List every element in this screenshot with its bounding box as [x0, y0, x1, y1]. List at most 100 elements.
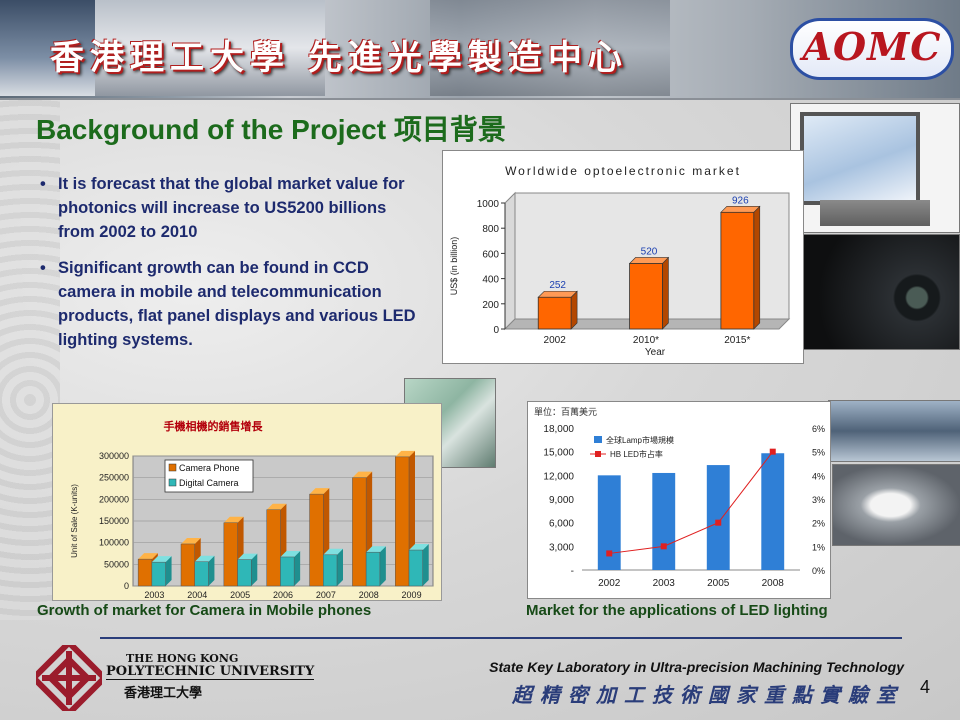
y-tick-label: 200000: [99, 494, 129, 504]
y-right-tick-label: 2%: [812, 519, 825, 529]
bar-side: [753, 205, 761, 330]
bar-top: [395, 450, 415, 457]
bar-top: [352, 471, 373, 478]
bar: [597, 475, 621, 570]
bar-top: [366, 546, 386, 553]
bar-top: [720, 206, 761, 213]
share-point: [660, 543, 667, 550]
share-point: [606, 550, 613, 557]
optoelectronic-market-chart: Worldwide optoelectronic market 0 200 400 60…: [442, 150, 804, 364]
y-tick-label: 200: [482, 300, 499, 311]
chart-title: Worldwide optoelectronic market: [505, 164, 741, 178]
bullet-list: • It is forecast that the global market …: [40, 172, 420, 364]
y-right-tick-label: 3%: [812, 495, 825, 505]
x-tick-label: 2010*: [633, 335, 659, 346]
car-headlight-photo: [828, 400, 960, 462]
bar-digital-camera: [408, 549, 423, 587]
bar-camera-phone: [180, 543, 195, 587]
y-tick-label: 0: [493, 325, 499, 336]
bar-top: [628, 257, 670, 264]
bar-digital-camera: [365, 551, 381, 587]
y-right-tick-label: 1%: [812, 542, 825, 552]
y-left-tick-label: 3,000: [549, 542, 574, 553]
bar: [761, 453, 785, 570]
bullet-text: It is forecast that the global market va…: [58, 175, 405, 241]
x-tick-label: 2002: [544, 335, 567, 346]
bar-top: [138, 553, 158, 560]
bar-top: [309, 488, 330, 495]
bar-side: [337, 548, 343, 586]
legend-label: HB LED市占率: [610, 449, 663, 459]
bar: [652, 472, 676, 570]
plot-side-wall: [504, 191, 516, 331]
university-name-line1: THE HONG KONG: [126, 652, 239, 665]
camera-phone-growth-chart: 手機相機的銷售增長 0 50000 100000 150000 200000 250000 3…: [52, 403, 442, 601]
bullet-item: • It is forecast that the global market …: [40, 172, 420, 244]
y-tick-label: 250000: [99, 473, 129, 483]
y-tick-label: 800: [482, 224, 499, 235]
y-axis-label: US$ (in billion): [449, 237, 459, 296]
y-tick-label: 1000: [477, 199, 500, 210]
legend-box: [164, 459, 254, 493]
x-tick-label: 2004: [187, 590, 207, 600]
lab-name-chinese: 超精密加工技術國家重點實驗室: [512, 685, 904, 707]
x-tick-label: 2003: [653, 578, 676, 589]
x-tick-label: 2008: [359, 590, 379, 600]
page-number: 4: [920, 677, 931, 697]
y-tick-label: 400: [482, 275, 499, 286]
data-label: 926: [732, 195, 749, 206]
bar-side: [662, 256, 669, 330]
bar-side: [294, 550, 301, 586]
y-axis-label: Unit of Sale (K-units): [70, 484, 79, 558]
legend-label: 全球Lamp市場規模: [606, 435, 674, 445]
y-right-tick-label: 6%: [812, 424, 825, 434]
legend-swatch: [168, 463, 177, 472]
bar-top: [181, 537, 201, 544]
camera-chart-caption: Growth of market for Camera in Mobile ph…: [37, 602, 372, 619]
share-line: [609, 451, 774, 554]
bullet-icon: •: [40, 175, 46, 193]
bar-digital-camera: [237, 559, 252, 587]
banner-title: 香港理工大學 先進光學製造中心: [50, 38, 628, 78]
y-left-tick-label: 6,000: [549, 519, 574, 530]
bar-top: [537, 290, 578, 298]
bar-top: [323, 548, 343, 555]
bar-top: [151, 556, 172, 563]
bar-side: [165, 556, 172, 586]
bullet-text: Significant growth can be found in CCD c…: [58, 259, 416, 349]
bar-side: [422, 544, 429, 586]
legend-label: Camera Phone: [179, 463, 240, 473]
x-tick-label: 2007: [316, 590, 336, 600]
y-left-tick-label: 18,000: [543, 424, 574, 435]
x-tick-label: 2015*: [724, 335, 750, 346]
led-lighting-market-chart: 單位：百萬美元 - 3,000 6,000 9,000 12,000 15,000 18,00…: [527, 401, 831, 599]
tv-screen-image: [800, 112, 920, 205]
data-label: 520: [641, 246, 658, 257]
bar-camera-phone: [137, 558, 153, 587]
bar-top: [409, 544, 429, 551]
x-tick-label: 2002: [598, 578, 621, 589]
camera-phone-growth-svg: 手機相機的銷售增長 0 50000 100000 150000 200000 250000 3…: [70, 419, 434, 600]
headlamp-photo: [832, 464, 960, 546]
y-tick-label: 300000: [99, 451, 129, 461]
bar-side: [208, 555, 215, 586]
y-tick-label: 150000: [99, 516, 129, 526]
legend-marker: [595, 451, 601, 457]
x-tick-label: 2006: [273, 590, 293, 600]
university-name-line2: POLYTECHNIC UNIVERSITY: [106, 664, 315, 680]
bar: [537, 296, 572, 330]
slide-title: Background of the Project 项目背景: [36, 114, 506, 145]
bar: [720, 211, 755, 330]
y-right-tick-label: 4%: [812, 471, 825, 481]
led-chart-caption: Market for the applications of LED light…: [526, 602, 828, 619]
bar-top: [194, 555, 215, 562]
bar-top: [266, 503, 287, 510]
y-left-tick-label: -: [571, 566, 574, 577]
bar-camera-phone: [309, 493, 324, 587]
y-tick-label: 600: [482, 249, 499, 260]
y-right-tick-label: 5%: [812, 448, 825, 458]
y-tick-label: 50000: [104, 559, 129, 569]
y-left-tick-label: 9,000: [549, 495, 574, 506]
aomc-logo-text: AOMC: [802, 24, 942, 69]
bar-side: [251, 553, 258, 586]
